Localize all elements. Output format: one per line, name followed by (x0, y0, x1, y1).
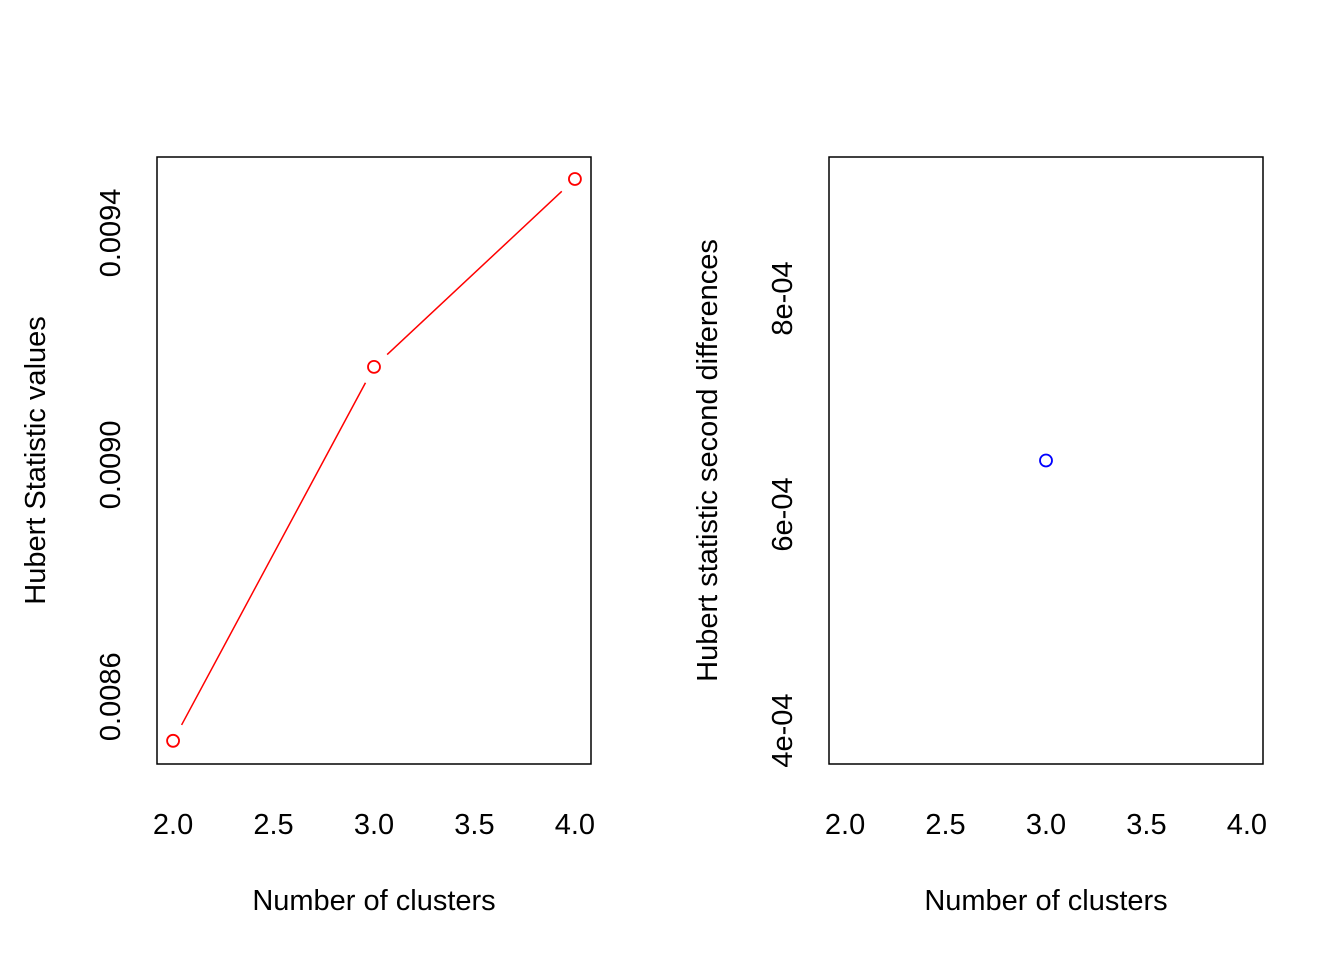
y-axis-label: Hubert Statistic values (20, 316, 52, 605)
data-point (568, 172, 582, 186)
x-tick-label: 3.5 (454, 809, 494, 841)
x-axis-label: Number of clusters (924, 885, 1167, 917)
x-tick-label: 3.0 (1026, 809, 1066, 841)
y-tick-label: 0.0094 (95, 189, 127, 278)
y-tick-label: 4e-04 (767, 693, 799, 767)
x-tick-label: 2.5 (253, 809, 293, 841)
y-tick-label: 8e-04 (767, 261, 799, 335)
data-point (1039, 453, 1053, 468)
x-tick-label: 3.5 (1126, 809, 1166, 841)
plot-frame (156, 156, 592, 765)
y-axis-label: Hubert statistic second differences (692, 239, 724, 682)
data-point (367, 359, 381, 374)
x-tick-label: 2.5 (925, 809, 965, 841)
y-tick-label: 6e-04 (767, 477, 799, 551)
series-line-segment (180, 382, 367, 726)
x-tick-label: 2.0 (825, 809, 865, 841)
plot-frame (828, 156, 1264, 765)
series-line-segment (386, 190, 563, 356)
x-tick-label: 4.0 (1227, 809, 1267, 841)
x-tick-label: 4.0 (555, 809, 595, 841)
data-point (166, 733, 180, 748)
x-tick-label: 3.0 (354, 809, 394, 841)
panel-1: 2.0 2.5 3.0 3.5 4.0 0.0086 0.0090 0.0094 Number … (20, 156, 595, 917)
x-axis-label: Number of clusters (252, 885, 495, 917)
panel-2: 2.0 2.5 3.0 3.5 4.0 4e-04 6e-04 8e-04 Number of … (692, 156, 1267, 917)
y-tick-label: 0.0090 (95, 420, 127, 509)
y-tick-label: 0.0086 (95, 652, 127, 741)
x-tick-label: 2.0 (153, 809, 193, 841)
